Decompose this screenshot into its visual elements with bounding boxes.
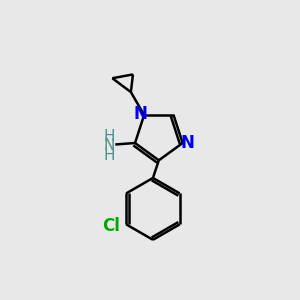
Text: H: H [104,129,115,144]
Text: N: N [104,139,115,154]
Text: Cl: Cl [102,217,120,235]
Text: H: H [104,148,115,163]
Text: N: N [181,134,195,152]
Text: N: N [134,105,148,123]
